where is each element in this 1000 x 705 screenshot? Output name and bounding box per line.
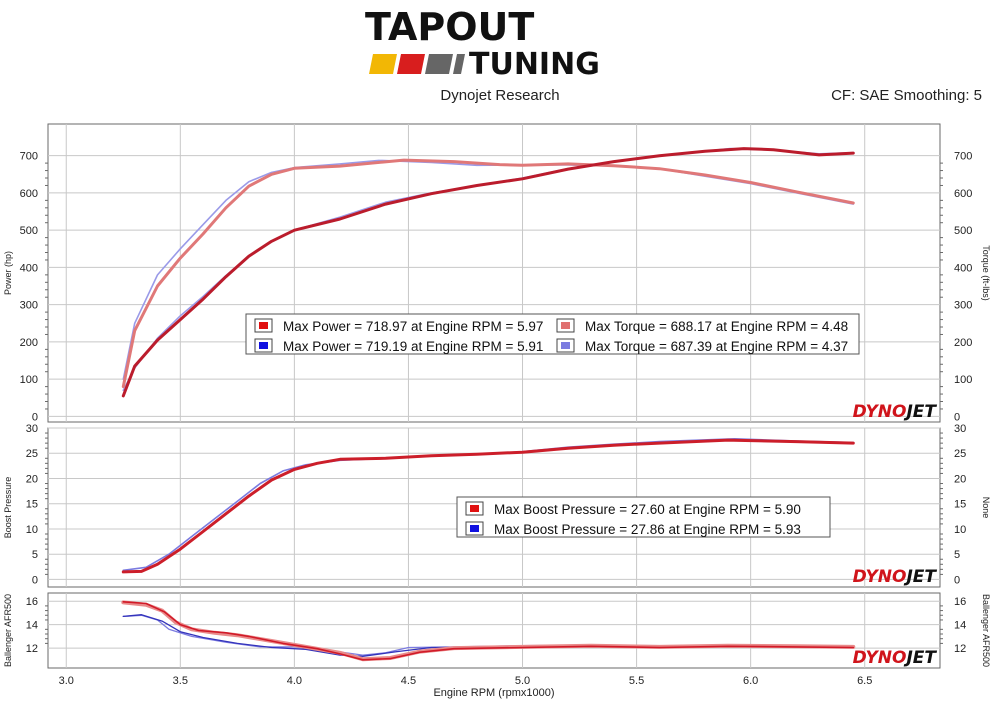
y-tick-label-left: 600 — [20, 188, 38, 200]
series-line-2 — [121, 438, 855, 574]
legend-swatch — [556, 318, 575, 333]
x-tick-label: 5.5 — [629, 675, 644, 687]
x-tick-label: 6.5 — [857, 675, 872, 687]
legend-entry: Max Boost Pressure = 27.60 at Engine RPM… — [494, 502, 801, 517]
logo-line2: TUNING — [469, 47, 600, 78]
legend-swatch — [556, 338, 575, 353]
y-tick-label-left: 500 — [20, 225, 38, 237]
legend-swatch — [254, 338, 273, 353]
logo-line1: TAPOUT — [365, 6, 534, 49]
y-axis-label-right: Ballenger AFR500 — [981, 594, 991, 667]
y-axis-label-right: Torque (ft-lbs) — [981, 245, 991, 301]
y-tick-label-left: 10 — [26, 524, 38, 536]
plot-area — [47, 592, 941, 669]
y-tick-label-left: 200 — [20, 337, 38, 349]
x-tick-label: 5.0 — [515, 675, 530, 687]
y-tick-label-right: 10 — [954, 524, 966, 536]
y-tick-label-left: 14 — [26, 620, 38, 632]
series-line-4 — [122, 600, 855, 661]
legend-entry: Max Torque = 687.39 at Engine RPM = 4.37 — [585, 339, 848, 354]
y-tick-label-right: 12 — [954, 643, 966, 655]
y-tick-label-left: 12 — [26, 643, 38, 655]
legend-swatch — [465, 521, 484, 536]
y-tick-label-left: 0 — [32, 574, 38, 586]
tapout-tuning-logo: TAPOUT TUNING — [365, 6, 600, 78]
x-tick-label: 4.5 — [401, 675, 416, 687]
y-tick-label-right: 0 — [954, 411, 960, 423]
y-tick-label-right: 700 — [954, 151, 972, 163]
y-tick-label-right: 14 — [954, 620, 966, 632]
y-axis-label-left: Ballenger AFR500 — [3, 594, 13, 667]
legend-entry: Max Power = 719.19 at Engine RPM = 5.91 — [283, 339, 543, 354]
legend-entry: Max Boost Pressure = 27.86 at Engine RPM… — [494, 522, 801, 537]
y-tick-label-right: 300 — [954, 300, 972, 312]
logo-stripes — [369, 54, 465, 74]
y-tick-label-right: 400 — [954, 262, 972, 274]
y-tick-label-left: 15 — [26, 499, 38, 511]
y-axis-label-right: None — [981, 497, 991, 519]
y-tick-label-right: 25 — [954, 448, 966, 460]
dynojet-watermark: DYNOJET — [853, 402, 938, 422]
chart-panel-afr: 12 12 14 14 16 16 Ballenger AFR500 Ballenger AF… — [3, 592, 991, 669]
legend-entry: Max Power = 718.97 at Engine RPM = 5.97 — [283, 319, 543, 334]
plot-area — [47, 123, 941, 423]
x-tick-label: 3.5 — [173, 675, 188, 687]
dyno-source-label: Dynojet Research — [440, 87, 560, 104]
y-tick-label-right: 0 — [954, 574, 960, 586]
y-tick-label-left: 100 — [20, 374, 38, 386]
y-tick-label-right: 16 — [954, 596, 966, 608]
dynojet-watermark: DYNOJET — [853, 567, 938, 587]
y-tick-label-right: 30 — [954, 423, 966, 435]
legend-swatch — [465, 501, 484, 516]
y-tick-label-left: 30 — [26, 423, 38, 435]
y-tick-label-left: 0 — [32, 411, 38, 423]
y-tick-label-left: 5 — [32, 549, 38, 561]
dynojet-watermark: DYNOJET — [853, 648, 938, 668]
legend-entry: Max Torque = 688.17 at Engine RPM = 4.48 — [585, 319, 848, 334]
y-tick-label-right: 20 — [954, 473, 966, 485]
y-tick-label-right: 5 — [954, 549, 960, 561]
legend-swatch — [254, 318, 273, 333]
series-line-4 — [121, 147, 855, 398]
y-tick-label-left: 300 — [20, 300, 38, 312]
chart-panel-power-torque: 0 0 100 100 200 200 300 300 400 400 500 500 600 600 70… — [3, 123, 991, 423]
y-tick-label-left: 20 — [26, 473, 38, 485]
y-tick-label-left: 400 — [20, 262, 38, 274]
x-axis-label: Engine RPM (rpmx1000) — [433, 687, 554, 699]
y-tick-label-right: 200 — [954, 337, 972, 349]
x-tick-label: 4.0 — [287, 675, 302, 687]
y-axis-label-left: Power (hp) — [3, 251, 13, 295]
series-line-3 — [121, 158, 855, 389]
x-tick-label: 3.0 — [59, 675, 74, 687]
y-tick-label-left: 16 — [26, 596, 38, 608]
y-tick-label-left: 25 — [26, 448, 38, 460]
x-tick-label: 6.0 — [743, 675, 758, 687]
y-axis-label-left: Boost Pressure — [3, 477, 13, 539]
y-tick-label-right: 15 — [954, 499, 966, 511]
legend-box — [245, 313, 860, 355]
y-tick-label-right: 600 — [954, 188, 972, 200]
chart-panel-boost: 0 0 5 5 10 10 15 15 20 20 25 25 30 30 Boost Pressure No… — [3, 423, 991, 588]
y-tick-label-right: 500 — [954, 225, 972, 237]
y-tick-label-right: 100 — [954, 374, 972, 386]
correction-smoothing-label: CF: SAE Smoothing: 5 — [831, 87, 982, 104]
y-tick-label-left: 700 — [20, 151, 38, 163]
legend-box — [456, 496, 831, 538]
